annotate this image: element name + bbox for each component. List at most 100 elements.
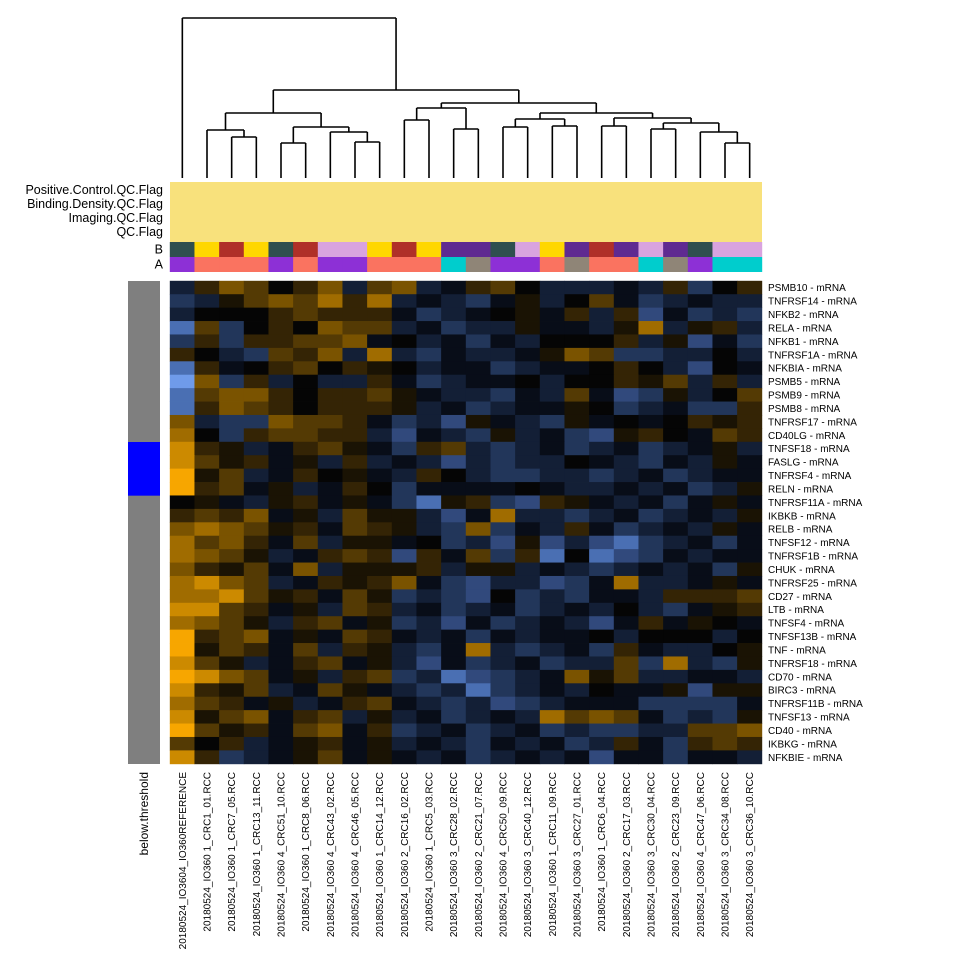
heatmap-cell [663,602,689,617]
heatmap-cell [737,669,763,684]
heatmap-cell [589,455,615,470]
row-label: FASLG - mRNA [768,458,839,469]
heatmap-cell [515,669,541,684]
annotation-A-cell [441,257,467,272]
heatmap-cell [613,508,639,523]
heatmap-cell [712,347,738,362]
heatmap-cell [243,441,269,456]
heatmap-cell [515,535,541,550]
heatmap-cell [737,441,763,456]
heatmap-cell [416,602,442,617]
heatmap-cell [169,455,195,470]
annotation-A-cell [194,257,220,272]
heatmap-cell [416,428,442,443]
heatmap-cell [342,307,368,322]
heatmap-cell [564,750,590,765]
heatmap-cell [737,656,763,671]
heatmap-cell [219,696,245,711]
heatmap-cell [416,616,442,631]
heatmap-cell [465,280,491,295]
heatmap-cell [391,334,417,349]
row-label: CD40 - mRNA [768,726,832,737]
heatmap-cell [243,321,269,335]
heatmap-cell [243,683,269,698]
heatmap-cell [490,321,516,335]
heatmap-cell [391,602,417,617]
heatmap-cell [515,495,541,510]
heatmap-cell [194,535,220,550]
heatmap-cell [490,441,516,456]
heatmap-cell [589,347,615,362]
column-label: 20180524_IO360 1_CRC13_11.RCC [252,772,263,936]
heatmap-cell [317,616,343,631]
annotation-B-cell [391,242,417,257]
row-label: RELB - mRNA [768,525,833,536]
heatmap-cell [564,629,590,644]
heatmap-cell [293,495,319,510]
heatmap-cell [169,388,195,402]
heatmap-cell [613,388,639,402]
heatmap-cell [441,361,467,376]
heatmap-cell [638,280,664,295]
heatmap-cell [367,347,393,362]
annotation-label: A [155,258,164,272]
column-label: 20180524_IO360 3_CRC30_04.RCC [647,772,658,937]
heatmap-cell [194,683,220,698]
heatmap-cell [564,347,590,362]
heatmap-cell [515,374,541,389]
heatmap-cell [416,575,442,590]
below-threshold-bar [128,281,160,764]
heatmap-cell [589,750,615,765]
heatmap-cell [367,388,393,402]
heatmap-cell [416,495,442,510]
heatmap-cell [638,710,664,724]
heatmap-cell [712,683,738,698]
heatmap-cell [317,629,343,644]
heatmap-cell [367,750,393,765]
heatmap-cell [712,374,738,389]
heatmap-cell [391,562,417,577]
heatmap-cell [293,535,319,550]
annotation-B-cell [490,242,516,257]
heatmap-cell [613,723,639,738]
heatmap-cell [293,468,319,483]
heatmap-cell [737,589,763,604]
row-label: TNFRSF18 - mRNA [768,659,857,670]
row-label: PSMB8 - mRNA [768,404,841,415]
heatmap-cell [268,347,294,362]
heatmap-cell [293,482,319,496]
heatmap-cell [391,361,417,376]
heatmap-cell [589,508,615,523]
heatmap-cell [169,562,195,577]
heatmap-cell [539,549,565,563]
heatmap-cell [687,643,713,657]
heatmap-cell [268,455,294,470]
heatmap-cell [416,656,442,671]
heatmap-cell [169,683,195,698]
heatmap-cell [638,616,664,631]
heatmap-cell [712,361,738,376]
heatmap-cell [589,549,615,563]
heatmap-cell [268,629,294,644]
heatmap-cell [391,696,417,711]
heatmap-cell [515,643,541,657]
heatmap-cell [367,535,393,550]
heatmap-cell [613,468,639,483]
heatmap-cell [243,374,269,389]
heatmap-cell [712,321,738,335]
heatmap-cell [737,696,763,711]
heatmap-cell [194,388,220,402]
heatmap-cell [490,522,516,537]
heatmap-cell [490,589,516,604]
heatmap-cell [243,549,269,563]
heatmap-cell [663,549,689,563]
heatmap-cell [638,455,664,470]
column-label: 20180524_IO360 1_CRC11_09.RCC [548,772,559,936]
heatmap-cell [342,321,368,335]
heatmap-cell [416,455,442,470]
heatmap-cell [317,294,343,309]
heatmap-cell [712,575,738,590]
heatmap-cell [564,589,590,604]
heatmap-cell [342,388,368,402]
